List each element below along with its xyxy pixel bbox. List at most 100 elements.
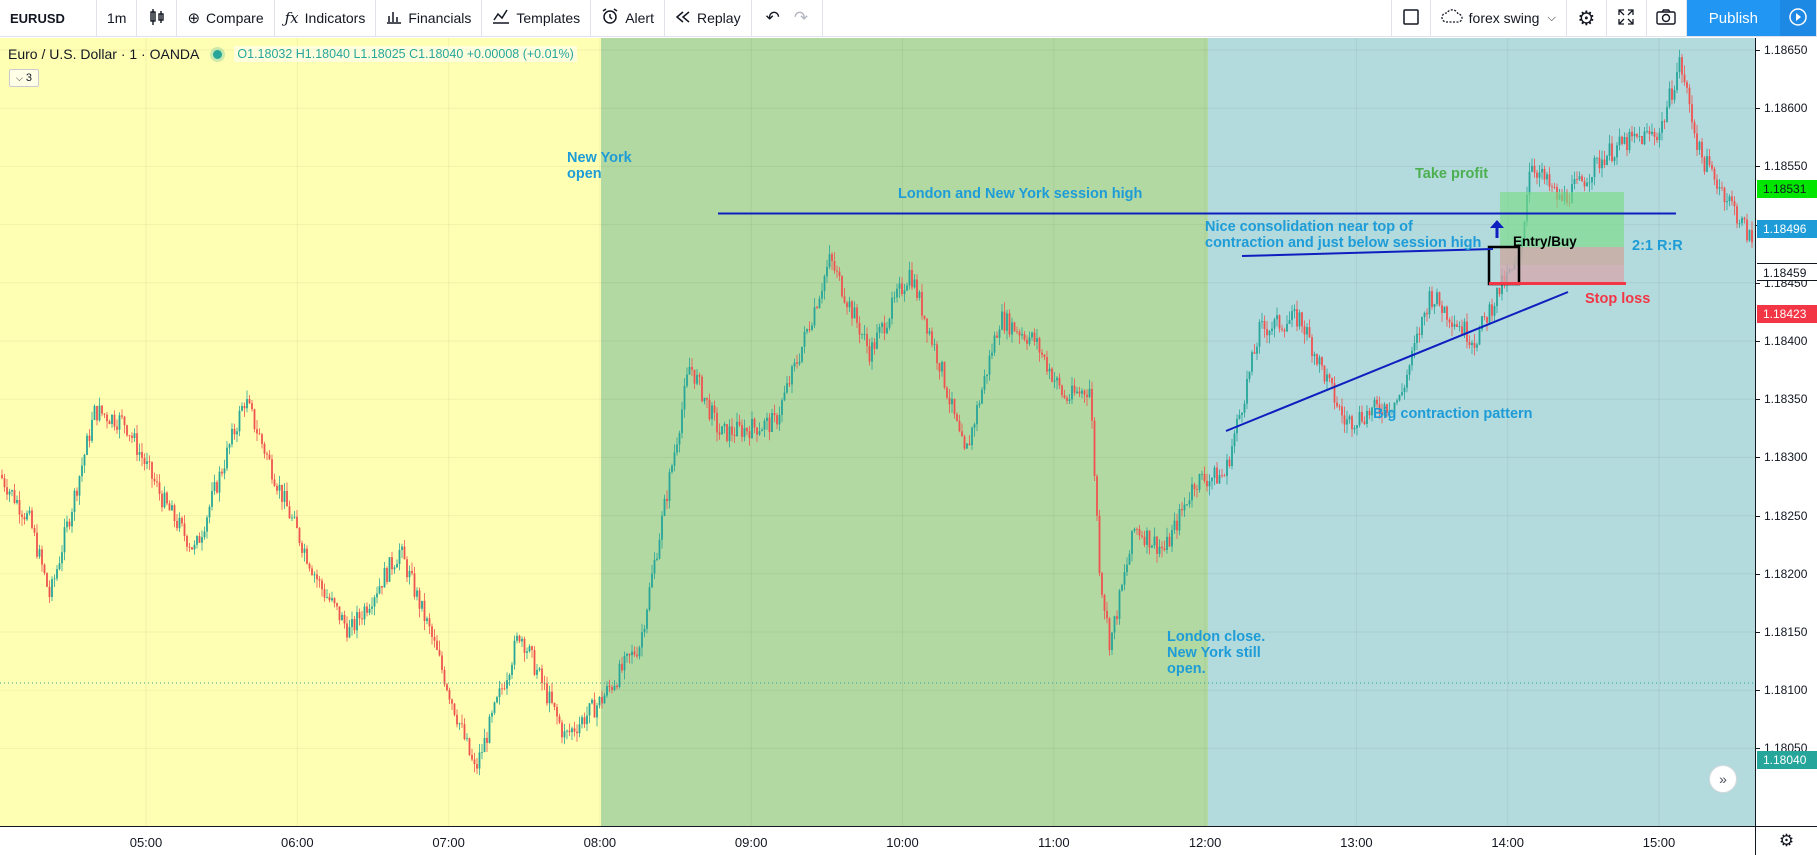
play-button[interactable]: [1780, 0, 1817, 36]
candle-body: [841, 276, 843, 297]
undo-icon[interactable]: ↶: [765, 8, 780, 27]
layout-menu-button[interactable]: forex swing ⌵: [1431, 0, 1567, 36]
asia-session-background: [0, 38, 601, 826]
candle-body: [321, 580, 323, 590]
price-tick-label: 1.18600: [1755, 101, 1808, 116]
candle-body: [1321, 357, 1323, 366]
candle-body: [1688, 87, 1691, 105]
redo-icon[interactable]: ↷: [793, 8, 809, 27]
candle-body: [478, 752, 481, 769]
candle-body: [538, 668, 541, 670]
scroll-to-realtime-button[interactable]: »: [1709, 765, 1737, 793]
candle-body: [1251, 352, 1253, 372]
candle-body: [1436, 292, 1438, 304]
candle-body: [328, 597, 331, 601]
candle-body: [1431, 291, 1433, 307]
alert-button[interactable]: Alert: [591, 0, 665, 36]
candle-body: [551, 691, 553, 703]
candle-body: [1456, 324, 1458, 328]
candle-body: [418, 590, 421, 609]
candle-body: [528, 646, 531, 652]
candle-body: [1646, 130, 1648, 132]
templates-button[interactable]: Templates: [482, 0, 592, 36]
candle-body: [443, 669, 446, 685]
candle-body: [653, 559, 656, 574]
candle-body: [1308, 327, 1311, 338]
candle-body: [158, 482, 161, 494]
time-tick-label: 15:00: [1642, 835, 1676, 850]
indicators-button[interactable]: ƒx Indicators: [275, 0, 377, 36]
interval-button[interactable]: 1m: [97, 0, 138, 36]
candle-body: [1728, 196, 1731, 202]
candle-body: [1748, 230, 1751, 241]
candle-body: [393, 567, 396, 570]
candle-body: [673, 452, 676, 466]
candle-body: [333, 598, 336, 604]
candle-body: [746, 427, 748, 432]
candle-body: [1741, 217, 1743, 224]
chart-canvas[interactable]: [0, 38, 1755, 826]
candle-body: [678, 433, 681, 445]
compare-button[interactable]: ⊕ Compare: [177, 0, 275, 36]
candle-body: [1498, 287, 1501, 295]
candle-body: [1631, 131, 1633, 137]
candle-body: [1536, 172, 1538, 178]
replay-button[interactable]: Replay: [665, 0, 752, 36]
candle-body: [1063, 395, 1066, 398]
candle-body: [1608, 143, 1611, 156]
candle-body: [26, 513, 28, 520]
indicators-label: Indicators: [304, 10, 366, 26]
candle-body: [428, 618, 431, 627]
candle-body: [886, 327, 888, 334]
candle-body: [988, 355, 991, 375]
candle-body: [1578, 176, 1581, 180]
price-axis[interactable]: 1.18050 1.18100 1.18150 1.18200 1.18250 1.183…: [1755, 38, 1817, 826]
candle-body: [1318, 357, 1321, 365]
candle-body: [1301, 312, 1303, 327]
chart-pane[interactable]: Euro / U.S. Dollar · 1 · OANDA O1.18032 …: [0, 38, 1755, 826]
candle-body: [686, 374, 688, 386]
candle-body: [426, 618, 428, 621]
settings-button[interactable]: ⚙: [1567, 0, 1607, 36]
candle-body: [1638, 136, 1641, 137]
candle-body: [386, 568, 388, 582]
candle-body: [38, 549, 41, 557]
candle-body: [1068, 399, 1071, 401]
candle-body: [1203, 473, 1206, 481]
candle-body: [288, 506, 291, 519]
symbol-legend[interactable]: Euro / U.S. Dollar · 1 · OANDA O1.18032 …: [8, 46, 577, 62]
take-profit-price-label: 1.18531: [1757, 179, 1817, 198]
candle-body: [771, 413, 773, 432]
chart-type-button[interactable]: [137, 0, 178, 36]
symbol-search-button[interactable]: EURUSD: [0, 0, 97, 36]
candle-body: [336, 603, 338, 607]
candle-body: [346, 623, 348, 638]
fullscreen-button[interactable]: [1607, 0, 1647, 36]
time-axis[interactable]: 05:00 06:00 07:00 08:00 09:00 10:00 11:00 12:00…: [0, 826, 1755, 855]
candle-body: [1716, 179, 1718, 189]
snapshot-button[interactable]: [1647, 0, 1687, 36]
candle-body: [1276, 315, 1278, 320]
candle-body: [1091, 388, 1093, 421]
legend-collapse-button[interactable]: ⌵ 3: [9, 69, 39, 87]
candle-body: [1306, 327, 1308, 335]
candle-body: [1323, 365, 1326, 382]
candle-body: [556, 706, 558, 717]
candle-body: [1376, 399, 1378, 405]
chart-settings-button[interactable]: ⚙: [1755, 826, 1817, 855]
candle-body: [1401, 392, 1403, 395]
candle-body: [1326, 374, 1328, 382]
candle-body: [1383, 404, 1386, 416]
publish-label: Publish: [1708, 9, 1758, 27]
candle-body: [831, 254, 833, 262]
candle-body: [1053, 380, 1056, 382]
candle-body: [1351, 416, 1353, 430]
candle-body: [363, 606, 366, 620]
candle-body: [1388, 410, 1391, 413]
candle-body: [283, 491, 286, 502]
publish-button[interactable]: Publish: [1686, 0, 1780, 36]
fullscreen-layout-button[interactable]: [1390, 0, 1431, 36]
candle-body: [1288, 320, 1291, 324]
financials-button[interactable]: Financials: [376, 0, 483, 36]
candle-body: [703, 397, 706, 402]
